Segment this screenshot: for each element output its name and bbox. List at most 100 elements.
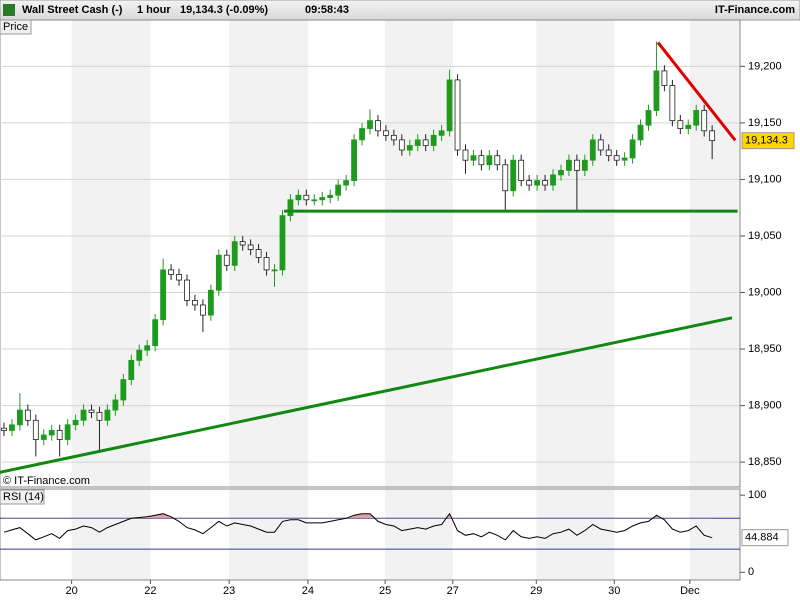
panel-label-box <box>0 19 32 35</box>
day-bands <box>71 20 740 580</box>
panel-label: RSI (14) <box>3 491 44 503</box>
candle-body <box>40 434 47 440</box>
candle-body <box>279 215 286 271</box>
x-tick-label: 22 <box>144 585 156 597</box>
quote: 19,134.3 (-0.09%) <box>180 4 268 16</box>
candle-body <box>32 419 39 440</box>
candle-body <box>303 194 310 201</box>
y-tick-label: 19,200 <box>748 60 782 72</box>
candle-body <box>112 399 119 411</box>
candle-body <box>550 174 556 186</box>
candle-body <box>669 85 676 122</box>
last-price-box <box>741 132 795 150</box>
candle-body <box>176 274 182 281</box>
candle-body <box>1 427 7 431</box>
candle-body <box>311 199 318 202</box>
candle-body <box>88 409 95 413</box>
candle-body <box>518 159 525 181</box>
candle-body <box>223 254 230 266</box>
candle-body <box>9 424 15 431</box>
trend-line <box>0 316 733 474</box>
candle-body <box>383 130 389 136</box>
candle-body <box>128 359 135 380</box>
candle-body <box>566 159 572 171</box>
candle-body <box>645 110 652 126</box>
day-band <box>689 489 740 580</box>
interval: 1 hour <box>137 4 171 16</box>
candle-body <box>231 241 238 266</box>
y-tick-label: 18,850 <box>748 456 782 468</box>
candle-body <box>446 79 453 132</box>
candle-body <box>478 155 485 166</box>
candle-body <box>152 319 159 347</box>
trend-line <box>656 41 737 142</box>
instrument: Wall Street Cash (-) <box>22 4 123 16</box>
candle-body <box>621 157 628 161</box>
x-tick-label: 30 <box>608 585 620 597</box>
x-tick-label: 29 <box>530 585 542 597</box>
y-tick-label: 19,150 <box>748 117 782 129</box>
candle-body <box>80 409 87 421</box>
candle-body <box>470 155 477 161</box>
y-tick-label: 100 <box>748 489 766 501</box>
panel-label: Price <box>3 21 28 33</box>
candle-body <box>526 180 533 186</box>
candle-body <box>120 379 127 401</box>
candle-body <box>589 139 596 161</box>
candle-body <box>200 304 206 316</box>
candle-body <box>637 124 644 141</box>
candle-body <box>438 130 445 136</box>
candle-body <box>653 70 660 111</box>
candle-body <box>239 241 246 246</box>
candle-body <box>422 139 429 146</box>
candle-body <box>327 194 334 198</box>
candle-body <box>351 139 357 181</box>
candle-body <box>319 197 326 201</box>
x-tick-label: Dec <box>680 585 700 597</box>
candle-body <box>64 424 71 440</box>
candle-body <box>613 155 620 161</box>
price-panel: 18,850 18,900 18,950 19,000 19,050 19,100 19,1… <box>0 19 795 488</box>
candle-body <box>375 120 381 132</box>
candle-body <box>462 149 469 161</box>
candle-body <box>263 257 270 271</box>
day-band <box>536 20 615 487</box>
y-tick-label: 18,900 <box>748 399 782 411</box>
candle-body <box>295 194 302 201</box>
candle-body <box>207 289 214 316</box>
candle-body <box>542 180 548 186</box>
x-tick-label: 20 <box>65 585 77 597</box>
candle-body <box>144 345 151 351</box>
candle-body <box>367 120 373 129</box>
day-band <box>71 20 151 487</box>
y-tick-label: 19,050 <box>748 230 782 242</box>
x-tick-label: 24 <box>302 585 314 597</box>
last-rsi-box <box>741 529 789 547</box>
candle-body <box>398 139 405 151</box>
watermark: © IT-Finance.com <box>3 475 90 487</box>
candle-body <box>56 430 63 440</box>
candle-body <box>136 349 143 361</box>
candle-body <box>486 155 493 166</box>
candle-body <box>72 419 79 426</box>
candle-body <box>661 70 668 86</box>
y-tick-label: 18,950 <box>748 343 782 355</box>
candle-body <box>406 145 413 151</box>
candle-body <box>335 184 342 196</box>
candle-body <box>287 199 294 217</box>
candle-body <box>534 180 540 186</box>
candle-body <box>430 134 437 146</box>
y-tick-label: 19,100 <box>748 173 782 185</box>
candle-body <box>677 120 684 129</box>
day-band <box>385 489 453 580</box>
candle-body <box>597 139 604 151</box>
day-band <box>71 489 151 580</box>
candle-body <box>48 430 55 436</box>
candle-body <box>510 159 517 192</box>
rsi-line <box>3 512 713 541</box>
day-band <box>689 20 740 487</box>
candle-body <box>359 128 365 141</box>
brand: IT-Finance.com <box>715 4 795 16</box>
candle-body <box>701 110 708 132</box>
